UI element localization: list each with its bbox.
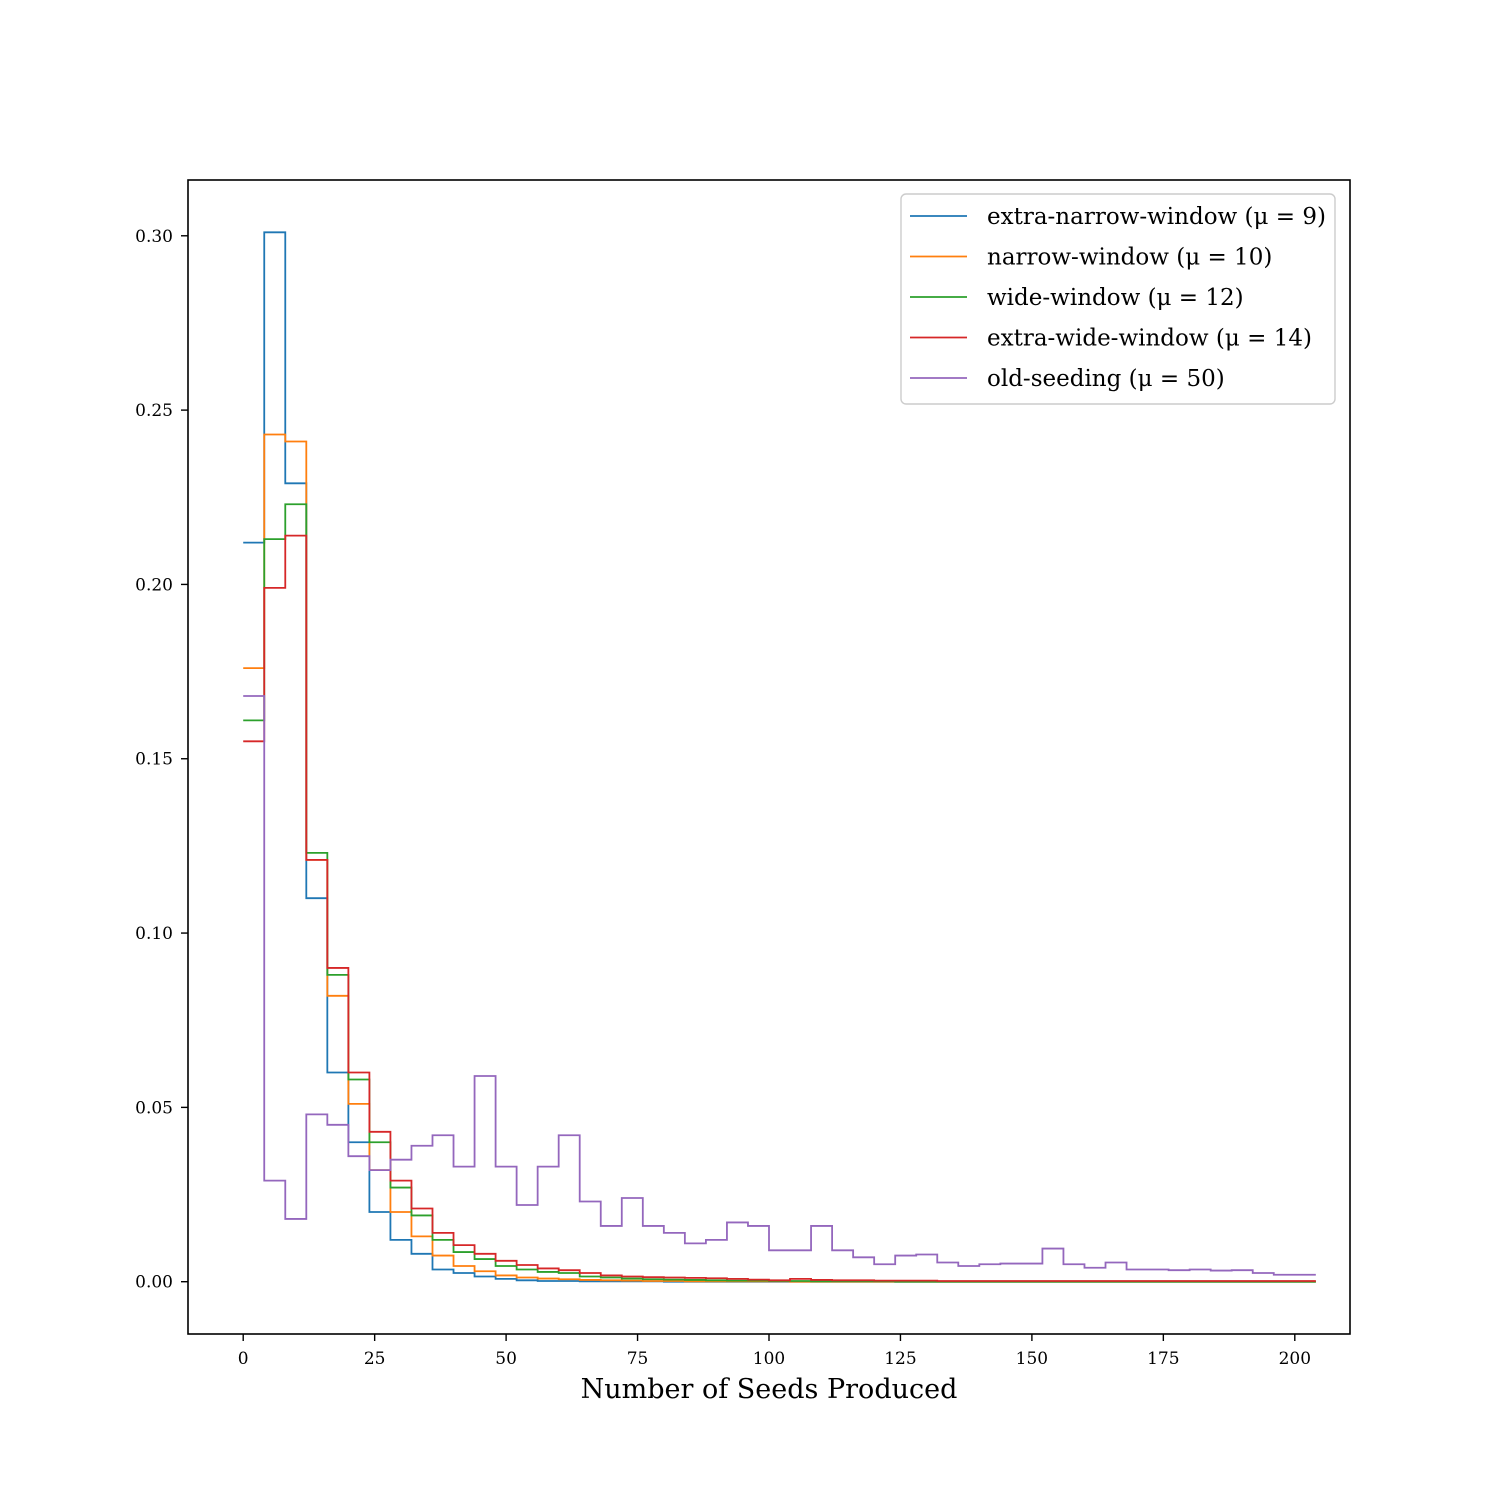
x-tick-label-8: 200 [1279,1349,1311,1369]
x-axis-title: Number of Seeds Produced [581,1374,958,1405]
y-tick-label-0: 0.00 [135,1273,173,1293]
x-tick-label-0: 0 [238,1349,249,1369]
y-tick-label-3: 0.15 [135,750,173,770]
y-tick-label-6: 0.30 [135,227,173,247]
x-tick-label-1: 25 [364,1349,386,1369]
series-line-4 [243,695,1316,1276]
y-tick-label-4: 0.20 [135,575,173,595]
x-tick-label-4: 100 [753,1349,785,1369]
x-tick-label-7: 175 [1147,1349,1179,1369]
legend-label-3: extra-wide-window (μ = 14) [987,326,1312,352]
y-axis: 0.00 0.05 0.10 0.15 0.20 0.25 0.30 [135,227,188,1293]
x-tick-label-3: 75 [627,1349,649,1369]
legend-box [900,193,1336,405]
x-axis: 0 25 50 75 100 125 150 175 200 [238,1334,1311,1369]
series-line-3 [243,534,1316,1282]
y-tick-label-1: 0.05 [135,1098,173,1118]
legend-label-2: wide-window (μ = 12) [987,285,1244,311]
x-tick-label-2: 50 [495,1349,517,1369]
y-tick-label-2: 0.10 [135,924,173,944]
x-tick-label-5: 125 [884,1349,916,1369]
legend-label-4: old-seeding (μ = 50) [987,366,1225,392]
x-tick-label-6: 150 [1016,1349,1048,1369]
y-tick-label-5: 0.25 [135,401,173,421]
legend-label-0: extra-narrow-window (μ = 9) [987,204,1326,230]
plot-series-group [243,231,1316,1283]
legend-label-1: narrow-window (μ = 10) [987,245,1272,271]
legend: extra-narrow-window (μ = 9) narrow-window… [900,193,1336,405]
